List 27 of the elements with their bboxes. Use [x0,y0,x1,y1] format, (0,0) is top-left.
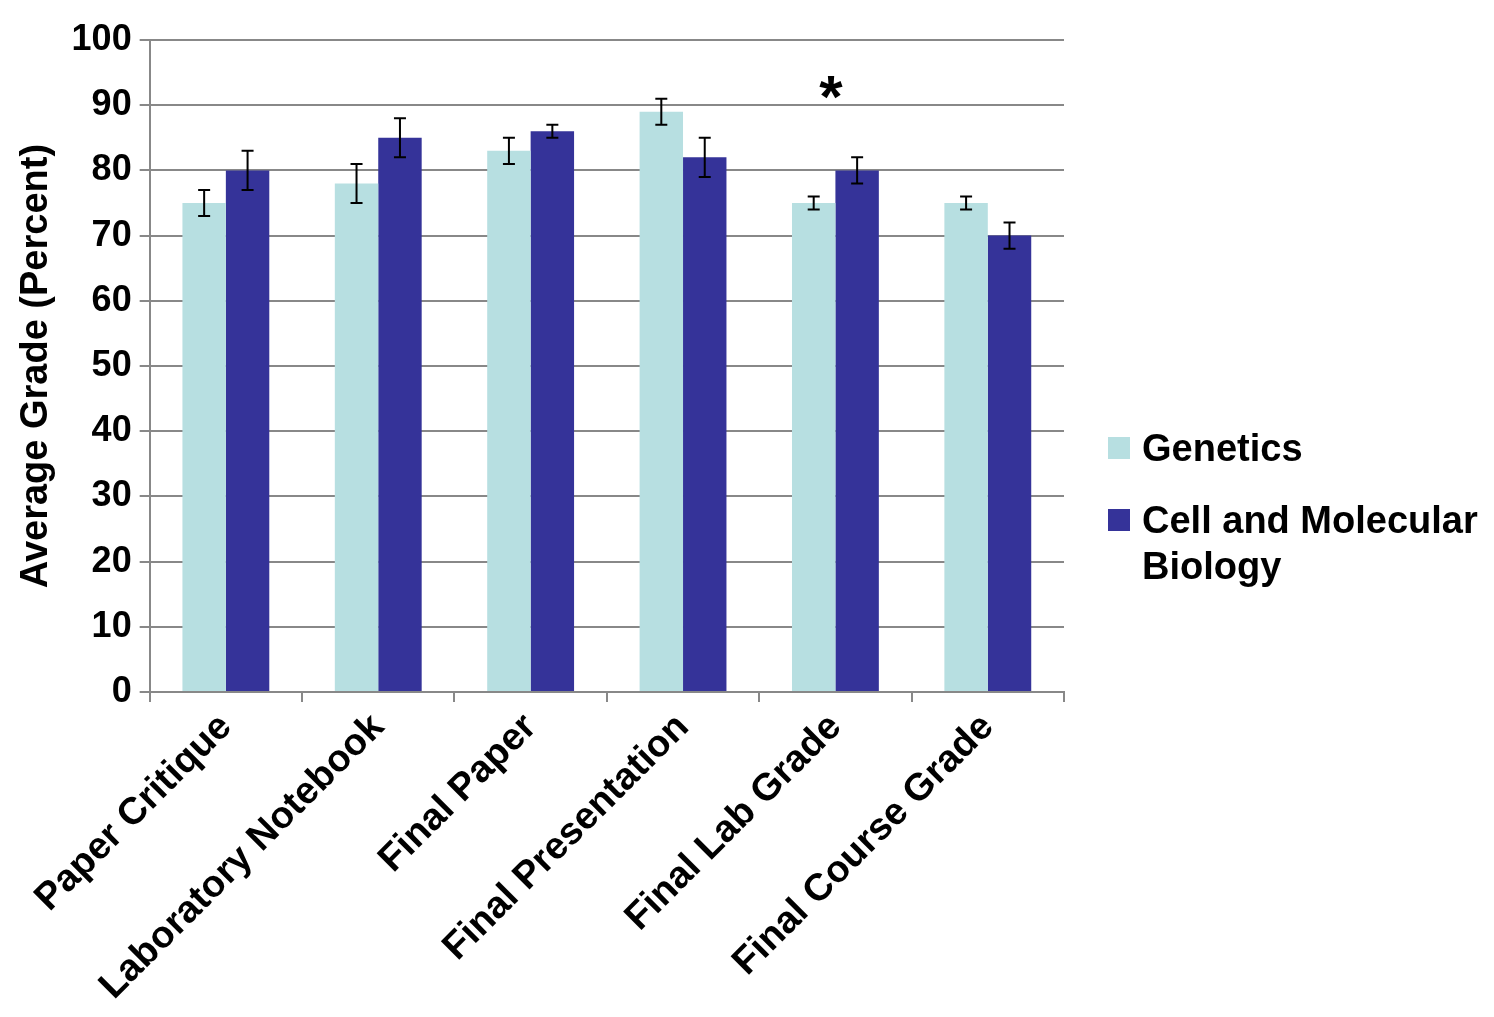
bar [987,235,1032,692]
y-tick-label: 80 [91,147,132,189]
bar [944,203,988,692]
legend-label: Cell and Molecular Biology [1142,498,1479,589]
annotation: * [819,62,844,130]
bar [182,203,226,692]
y-tick-label: 50 [91,342,132,384]
bar [378,137,422,692]
bar [487,150,531,692]
y-tick-label: 40 [91,408,132,450]
y-tick-label: 70 [91,212,132,254]
bar [225,170,270,692]
y-tick-label: 20 [91,538,132,580]
legend-label: Genetics [1142,426,1303,471]
y-tick-label: 100 [71,16,132,58]
y-tick-label: 60 [91,277,132,319]
y-tick-label: 90 [91,82,132,124]
y-tick-label: 30 [91,473,132,515]
bar [530,131,575,692]
bar [683,157,727,692]
bar [334,183,379,692]
bar [791,203,836,692]
y-axis-title: Average Grade (Percent) [13,143,56,589]
bar [835,170,879,692]
y-tick-label: 10 [91,603,132,645]
y-tick-label: 0 [111,668,132,710]
bar [639,111,684,692]
